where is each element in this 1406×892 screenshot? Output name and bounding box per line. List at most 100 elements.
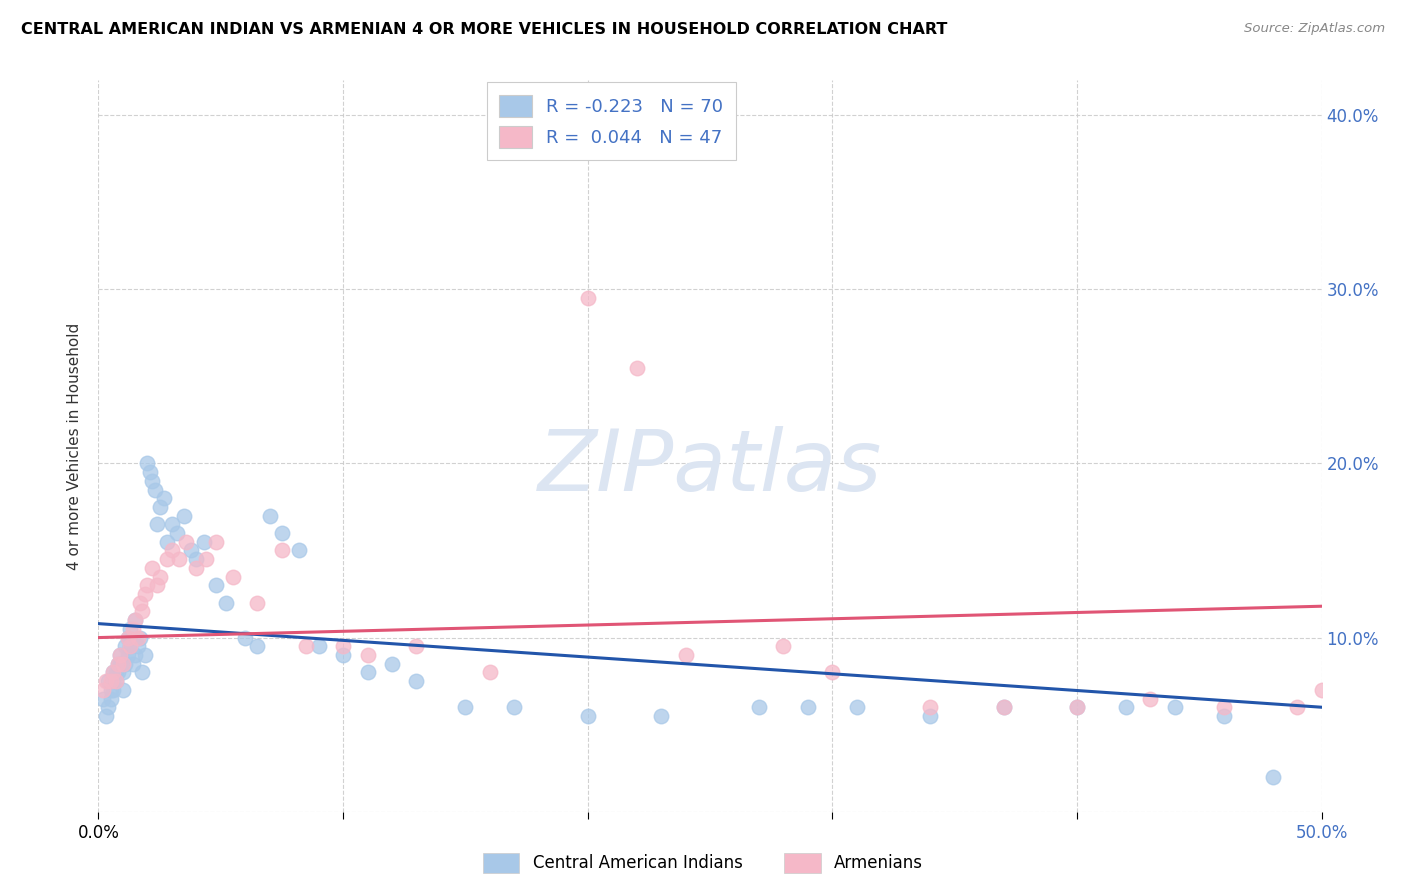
Point	[356, 648, 378, 662]
Point	[124, 613, 146, 627]
Legend: Central American Indians, Armenians: Central American Indians, Armenians	[477, 847, 929, 880]
Point	[100, 682, 122, 697]
Point	[120, 640, 142, 654]
Point	[454, 700, 477, 714]
Point	[117, 631, 139, 645]
Point	[134, 587, 156, 601]
Point	[1066, 700, 1088, 714]
Point	[114, 657, 136, 671]
Text: Source: ZipAtlas.com: Source: ZipAtlas.com	[1244, 22, 1385, 36]
Point	[97, 700, 120, 714]
Point	[222, 569, 245, 583]
Point	[193, 534, 215, 549]
Point	[576, 291, 599, 305]
Text: CENTRAL AMERICAN INDIAN VS ARMENIAN 4 OR MORE VEHICLES IN HOUSEHOLD CORRELATION : CENTRAL AMERICAN INDIAN VS ARMENIAN 4 OR…	[21, 22, 948, 37]
Point	[136, 457, 159, 471]
Point	[246, 596, 269, 610]
Point	[920, 700, 942, 714]
Point	[993, 700, 1015, 714]
Point	[101, 674, 124, 689]
Y-axis label: 4 or more Vehicles in Household: 4 or more Vehicles in Household	[67, 322, 83, 570]
Point	[111, 682, 134, 697]
Point	[246, 640, 269, 654]
Point	[139, 465, 162, 479]
Point	[167, 552, 190, 566]
Point	[675, 648, 697, 662]
Point	[1286, 700, 1309, 714]
Point	[124, 613, 146, 627]
Point	[845, 700, 868, 714]
Point	[186, 552, 208, 566]
Text: ZIPatlas: ZIPatlas	[538, 426, 882, 509]
Point	[111, 657, 134, 671]
Point	[143, 483, 166, 497]
Point	[141, 561, 163, 575]
Point	[797, 700, 820, 714]
Point	[576, 709, 599, 723]
Point	[308, 640, 330, 654]
Point	[101, 665, 124, 680]
Point	[110, 648, 132, 662]
Point	[1261, 770, 1284, 784]
Point	[100, 674, 122, 689]
Point	[104, 665, 127, 680]
Point	[110, 648, 132, 662]
Point	[117, 648, 139, 662]
Point	[111, 665, 134, 680]
Point	[141, 474, 163, 488]
Legend: R = -0.223   N = 70, R =  0.044   N = 47: R = -0.223 N = 70, R = 0.044 N = 47	[486, 82, 735, 161]
Point	[1115, 700, 1137, 714]
Point	[121, 622, 143, 636]
Point	[381, 657, 404, 671]
Point	[131, 665, 153, 680]
Point	[129, 596, 152, 610]
Point	[146, 578, 169, 592]
Point	[205, 534, 228, 549]
Point	[195, 552, 218, 566]
Point	[107, 657, 129, 671]
Point	[146, 517, 169, 532]
Point	[748, 700, 770, 714]
Point	[149, 569, 172, 583]
Point	[176, 534, 198, 549]
Point	[233, 631, 256, 645]
Point	[332, 640, 354, 654]
Point	[129, 631, 152, 645]
Point	[993, 700, 1015, 714]
Point	[270, 526, 294, 541]
Point	[127, 631, 149, 645]
Point	[134, 648, 156, 662]
Point	[94, 709, 117, 723]
Point	[104, 674, 127, 689]
Point	[104, 674, 127, 689]
Point	[97, 674, 120, 689]
Point	[156, 534, 179, 549]
Point	[920, 709, 942, 723]
Point	[214, 596, 236, 610]
Point	[180, 543, 202, 558]
Point	[114, 640, 136, 654]
Point	[94, 674, 117, 689]
Point	[173, 508, 195, 523]
Point	[1212, 700, 1234, 714]
Point	[626, 360, 648, 375]
Point	[91, 691, 114, 706]
Point	[124, 648, 146, 662]
Point	[186, 561, 208, 575]
Point	[156, 552, 179, 566]
Point	[117, 631, 139, 645]
Point	[356, 665, 378, 680]
Point	[650, 709, 672, 723]
Point	[259, 508, 281, 523]
Point	[332, 648, 354, 662]
Point	[153, 491, 176, 506]
Point	[91, 682, 114, 697]
Point	[1139, 691, 1161, 706]
Point	[503, 700, 526, 714]
Point	[160, 517, 183, 532]
Point	[270, 543, 294, 558]
Point	[127, 640, 149, 654]
Point	[772, 640, 794, 654]
Point	[110, 657, 132, 671]
Point	[405, 674, 427, 689]
